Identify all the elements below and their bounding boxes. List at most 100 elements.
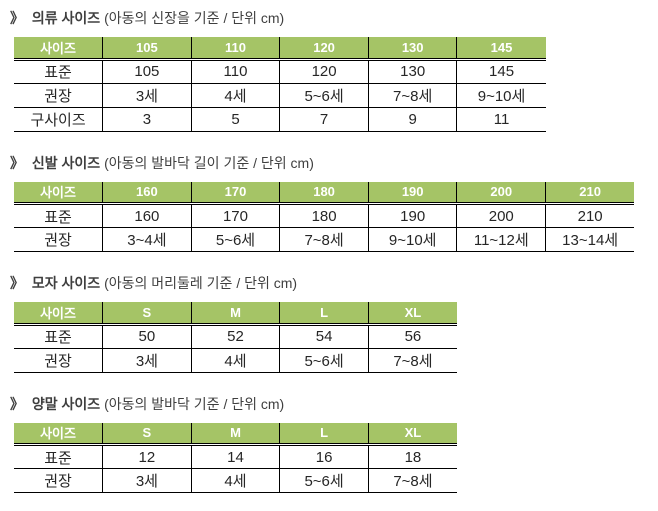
size-table: 사이즈 105 110 120 130 145 표준 105 110 120 130 145 권장 3세… (14, 37, 546, 132)
row-label-cell: 권장 (14, 348, 103, 373)
chevron-icon: 》 (10, 395, 28, 412)
table-row: 권장 3세 4세 5~6세 7~8세 (14, 348, 457, 373)
section-title: 》 신발 사이즈 (아동의 발바닥 길이 기준 / 단위 cm) (10, 155, 658, 172)
data-cell: 105 (102, 59, 192, 84)
data-cell: 210 (545, 203, 635, 228)
header-cell: L (279, 302, 369, 326)
data-cell: 54 (279, 324, 369, 349)
chevron-icon: 》 (10, 10, 28, 26)
size-section: 》 의류 사이즈 (아동의 신장을 기준 / 단위 cm) 사이즈 105 110 1… (10, 10, 658, 132)
size-section: 》 신발 사이즈 (아동의 발바닥 길이 기준 / 단위 cm) 사이즈 160 1… (10, 155, 658, 252)
header-cell: 120 (279, 37, 369, 61)
data-cell: 50 (102, 324, 192, 349)
chevron-icon: 》 (10, 275, 28, 291)
data-cell: 110 (190, 59, 280, 84)
header-row: 사이즈 S M L XL (14, 302, 457, 326)
size-table: 사이즈 160 170 180 190 200 210 표준 160 170 180 190 200 2… (14, 181, 635, 252)
data-cell: 130 (367, 59, 457, 84)
data-cell: 56 (367, 324, 457, 349)
table-body: 표준 12 14 16 18 권장 3세 4세 5~6세 7~8세 (14, 444, 457, 493)
data-cell: 5~6세 (279, 83, 369, 108)
data-cell: 7~8세 (279, 227, 369, 252)
header-cell: 210 (545, 181, 635, 205)
section-title-text: 모자 사이즈 (31, 275, 101, 291)
header-cell: L (279, 422, 369, 446)
data-cell: 4세 (190, 348, 280, 373)
data-cell: 7~8세 (367, 348, 457, 373)
data-cell: 7~8세 (367, 83, 457, 108)
header-cell: 160 (102, 181, 192, 205)
data-cell: 3세 (102, 348, 192, 373)
table-row: 구사이즈 3 5 7 9 11 (14, 107, 546, 132)
data-cell: 190 (367, 203, 457, 228)
table-body: 표준 50 52 54 56 권장 3세 4세 5~6세 7~8세 (14, 324, 457, 373)
header-row: 사이즈 105 110 120 130 145 (14, 37, 546, 61)
header-cell: S (102, 422, 192, 446)
section-title: 》 모자 사이즈 (아동의 머리둘레 기준 / 단위 cm) (10, 275, 658, 292)
header-cell: M (190, 422, 280, 446)
data-cell: 11 (456, 107, 546, 132)
data-cell: 14 (190, 444, 280, 469)
data-cell: 7~8세 (367, 468, 457, 493)
data-cell: 5 (190, 107, 280, 132)
header-cell: 145 (456, 37, 546, 61)
table-row: 표준 160 170 180 190 200 210 (14, 203, 635, 228)
size-table: 사이즈 S M L XL 표준 12 14 16 18 권장 3세 4세 5~6세 7~8세 (14, 422, 457, 493)
section-title: 》 의류 사이즈 (아동의 신장을 기준 / 단위 cm) (10, 10, 658, 27)
row-label-cell: 표준 (14, 203, 103, 228)
section-title-note: (아동의 머리둘레 기준 / 단위 cm) (104, 275, 298, 291)
data-cell: 13~14세 (545, 227, 635, 252)
row-label-cell: 구사이즈 (14, 107, 103, 132)
header-cell: 200 (456, 181, 546, 205)
header-cell: 110 (190, 37, 280, 61)
row-label-cell: 권장 (14, 468, 103, 493)
row-label-cell: 표준 (14, 324, 103, 349)
section-title-text: 의류 사이즈 (31, 10, 101, 26)
size-table: 사이즈 S M L XL 표준 50 52 54 56 권장 3세 4세 5~6세 7~8세 (14, 302, 457, 373)
data-cell: 5~6세 (190, 227, 280, 252)
header-label-cell: 사이즈 (14, 37, 103, 61)
data-cell: 160 (102, 203, 192, 228)
table-row: 권장 3세 4세 5~6세 7~8세 9~10세 (14, 83, 546, 108)
header-label-cell: 사이즈 (14, 302, 103, 326)
data-cell: 3~4세 (102, 227, 192, 252)
table-row: 표준 12 14 16 18 (14, 444, 457, 469)
data-cell: 12 (102, 444, 192, 469)
section-title-text: 신발 사이즈 (31, 154, 101, 171)
table-body: 표준 105 110 120 130 145 권장 3세 4세 5~6세 7~8세 9~10세 구사이즈… (14, 59, 546, 132)
header-cell: XL (367, 302, 457, 326)
table-body: 표준 160 170 180 190 200 210 권장 3~4세 5~6세 7~8세 9~10세 1… (14, 203, 635, 252)
data-cell: 9 (367, 107, 457, 132)
size-section: 》 모자 사이즈 (아동의 머리둘레 기준 / 단위 cm) 사이즈 S M L XL … (10, 275, 658, 373)
header-cell: 170 (190, 181, 280, 205)
section-title: 》 양말 사이즈 (아동의 발바닥 기준 / 단위 cm) (10, 396, 658, 413)
section-title-text: 양말 사이즈 (31, 395, 101, 412)
data-cell: 11~12세 (456, 227, 546, 252)
table-row: 권장 3~4세 5~6세 7~8세 9~10세 11~12세 13~14세 (14, 227, 635, 252)
data-cell: 170 (190, 203, 280, 228)
chevron-icon: 》 (10, 154, 28, 171)
data-cell: 4세 (190, 83, 280, 108)
data-cell: 52 (190, 324, 280, 349)
data-cell: 5~6세 (279, 348, 369, 373)
data-cell: 3 (102, 107, 192, 132)
table-row: 표준 50 52 54 56 (14, 324, 457, 349)
row-label-cell: 권장 (14, 83, 103, 108)
header-row: 사이즈 S M L XL (14, 422, 457, 446)
header-cell: M (190, 302, 280, 326)
row-label-cell: 권장 (14, 227, 103, 252)
section-title-note: (아동의 신장을 기준 / 단위 cm) (104, 10, 285, 26)
data-cell: 18 (367, 444, 457, 469)
row-label-cell: 표준 (14, 444, 103, 469)
header-row: 사이즈 160 170 180 190 200 210 (14, 181, 635, 205)
section-title-note: (아동의 발바닥 기준 / 단위 cm) (104, 395, 285, 412)
data-cell: 7 (279, 107, 369, 132)
size-section: 》 양말 사이즈 (아동의 발바닥 기준 / 단위 cm) 사이즈 S M L XL 표… (10, 396, 658, 493)
row-label-cell: 표준 (14, 59, 103, 84)
header-cell: XL (367, 422, 457, 446)
data-cell: 9~10세 (456, 83, 546, 108)
table-row: 표준 105 110 120 130 145 (14, 59, 546, 84)
header-label-cell: 사이즈 (14, 422, 103, 446)
section-title-note: (아동의 발바닥 길이 기준 / 단위 cm) (104, 154, 314, 171)
